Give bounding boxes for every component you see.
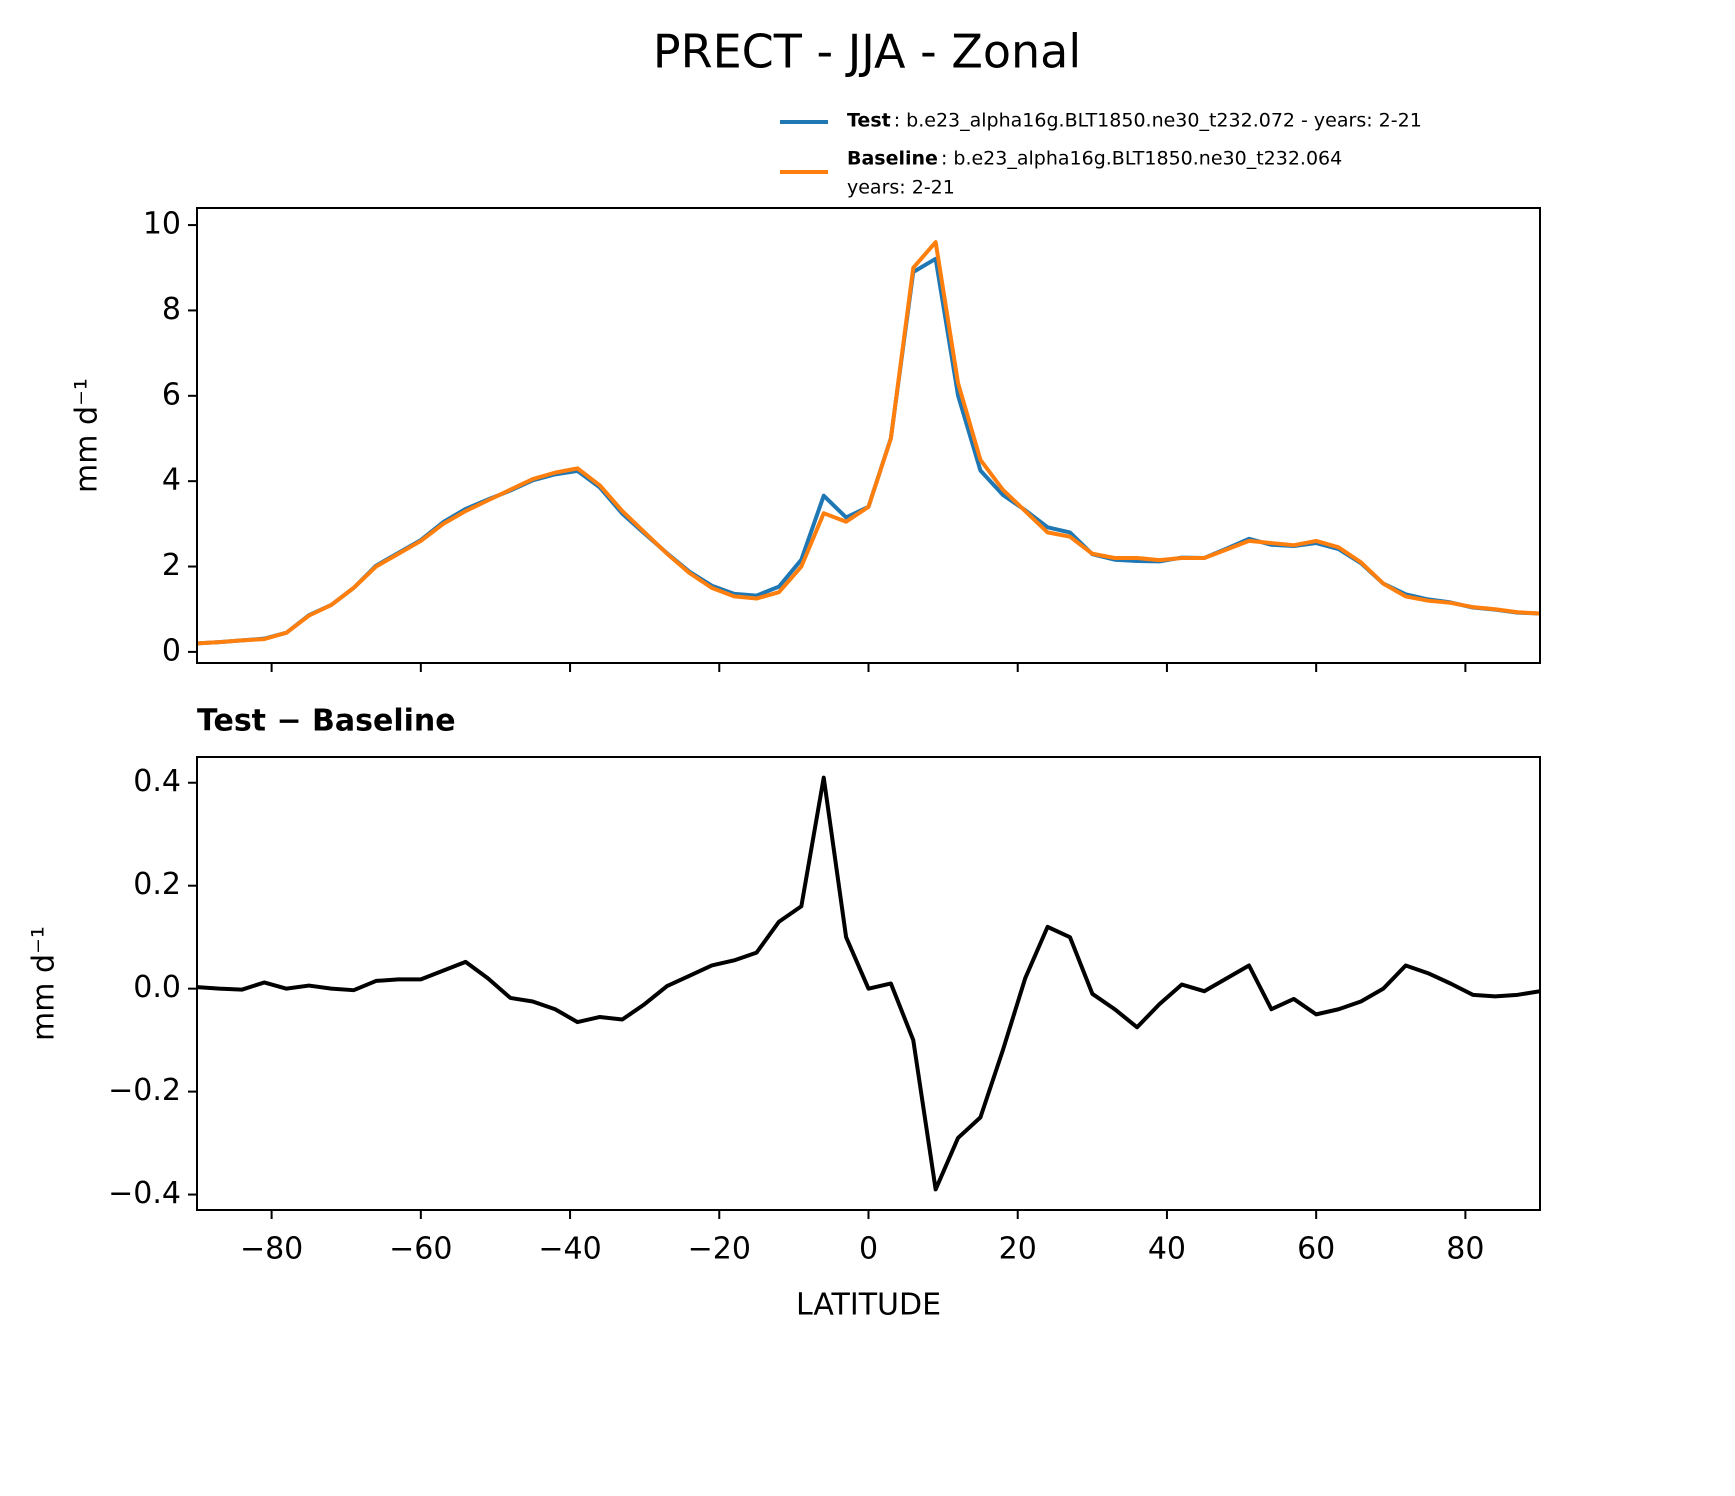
y-tick-label: 2	[162, 548, 181, 583]
y-tick-label: 6	[162, 377, 181, 412]
y-axis-label: mm d⁻¹	[27, 926, 62, 1041]
x-axis-label: LATITUDE	[796, 1288, 941, 1323]
y-tick-label: 10	[143, 207, 181, 242]
data-line	[197, 256, 1540, 646]
x-tick-label: −60	[389, 1232, 452, 1267]
legend-detail: : b.e23_alpha16g.BLT1850.ne30_t232.072 -…	[894, 110, 1422, 132]
x-tick-label: 20	[999, 1232, 1037, 1267]
x-tick-label: 40	[1148, 1232, 1186, 1267]
data-line	[197, 240, 1540, 646]
y-tick-label: −0.4	[108, 1176, 181, 1211]
y-tick-label: 8	[162, 292, 181, 327]
y-tick-label: 0	[162, 633, 181, 668]
figure-title: PRECT - JJA - Zonal	[653, 25, 1081, 79]
subplot-title: Test − Baseline	[197, 704, 456, 739]
x-tick-label: 60	[1297, 1232, 1335, 1267]
y-axis-label: mm d⁻¹	[70, 378, 105, 493]
data-line	[197, 775, 1540, 1192]
legend-name: Test	[847, 110, 891, 132]
axes-frame	[196, 207, 1541, 664]
legend-name: Baseline	[847, 148, 938, 170]
y-tick-label: 0.0	[133, 970, 181, 1005]
x-tick-label: 0	[859, 1232, 878, 1267]
x-tick-label: −80	[240, 1232, 303, 1267]
x-tick-label: −20	[688, 1232, 751, 1267]
y-tick-label: −0.2	[108, 1073, 181, 1108]
x-tick-label: −40	[538, 1232, 601, 1267]
x-tick-label: 80	[1446, 1232, 1484, 1267]
legend-detail: : b.e23_alpha16g.BLT1850.ne30_t232.064	[941, 148, 1342, 170]
y-tick-label: 4	[162, 463, 181, 498]
y-tick-label: 0.2	[133, 867, 181, 902]
axes-frame	[196, 756, 1541, 1211]
y-tick-label: 0.4	[133, 764, 181, 799]
legend-detail: years: 2-21	[847, 177, 955, 199]
